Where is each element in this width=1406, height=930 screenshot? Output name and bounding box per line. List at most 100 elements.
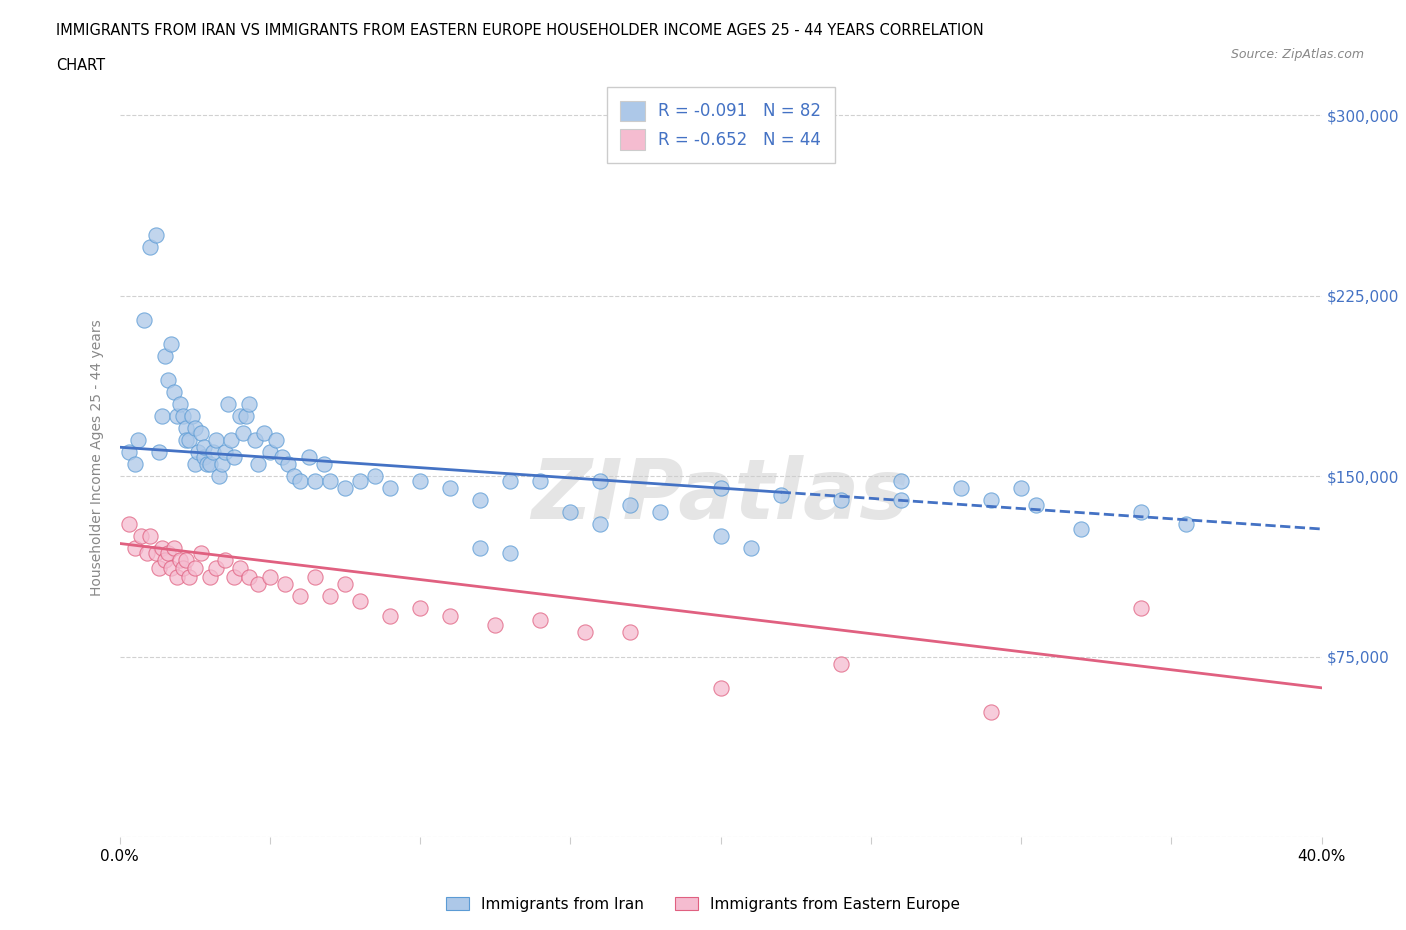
Point — [319, 473, 342, 488]
Point — [180, 408, 202, 423]
Point — [162, 384, 184, 399]
Point — [312, 457, 335, 472]
Text: Source: ZipAtlas.com: Source: ZipAtlas.com — [1230, 48, 1364, 61]
Point — [333, 577, 356, 591]
Point — [1130, 505, 1153, 520]
Point — [150, 408, 173, 423]
Point — [529, 613, 551, 628]
Point — [274, 577, 297, 591]
Point — [169, 552, 191, 567]
Point — [529, 473, 551, 488]
Point — [156, 546, 179, 561]
Point — [172, 560, 194, 575]
Point — [740, 541, 762, 556]
Text: IMMIGRANTS FROM IRAN VS IMMIGRANTS FROM EASTERN EUROPE HOUSEHOLDER INCOME AGES 2: IMMIGRANTS FROM IRAN VS IMMIGRANTS FROM … — [56, 23, 984, 38]
Point — [232, 425, 254, 440]
Point — [650, 505, 672, 520]
Point — [127, 432, 149, 447]
Point — [980, 493, 1002, 508]
Point — [484, 618, 506, 632]
Point — [439, 481, 461, 496]
Point — [235, 408, 257, 423]
Point — [190, 425, 212, 440]
Point — [211, 457, 233, 472]
Point — [270, 449, 292, 464]
Point — [264, 432, 287, 447]
Point — [246, 577, 269, 591]
Point — [499, 546, 522, 561]
Point — [619, 625, 641, 640]
Point — [198, 457, 221, 472]
Text: ZIPatlas: ZIPatlas — [531, 456, 910, 537]
Point — [177, 570, 200, 585]
Point — [166, 570, 188, 585]
Legend: R = -0.091   N = 82, R = -0.652   N = 44: R = -0.091 N = 82, R = -0.652 N = 44 — [606, 87, 835, 163]
Point — [153, 349, 176, 364]
Point — [124, 541, 146, 556]
Point — [204, 432, 226, 447]
Point — [148, 560, 170, 575]
Point — [172, 408, 194, 423]
Point — [1130, 601, 1153, 616]
Point — [238, 570, 260, 585]
Point — [259, 570, 281, 585]
Point — [162, 541, 184, 556]
Point — [214, 552, 236, 567]
Point — [288, 589, 311, 604]
Point — [183, 420, 205, 435]
Point — [204, 560, 226, 575]
Point — [246, 457, 269, 472]
Point — [468, 541, 492, 556]
Point — [150, 541, 173, 556]
Point — [589, 517, 612, 532]
Point — [208, 469, 231, 484]
Point — [174, 552, 197, 567]
Point — [222, 570, 245, 585]
Point — [574, 625, 596, 640]
Point — [132, 312, 155, 327]
Point — [378, 608, 401, 623]
Point — [349, 473, 371, 488]
Point — [378, 481, 401, 496]
Point — [190, 546, 212, 561]
Point — [709, 529, 731, 544]
Point — [217, 396, 239, 411]
Point — [238, 396, 260, 411]
Point — [198, 570, 221, 585]
Point — [183, 560, 205, 575]
Point — [228, 408, 252, 423]
Point — [499, 473, 522, 488]
Point — [193, 440, 215, 455]
Point — [1070, 522, 1092, 537]
Point — [187, 445, 209, 459]
Point — [304, 570, 326, 585]
Text: CHART: CHART — [56, 58, 105, 73]
Point — [243, 432, 266, 447]
Point — [145, 546, 167, 561]
Point — [201, 445, 224, 459]
Point — [319, 589, 342, 604]
Point — [333, 481, 356, 496]
Y-axis label: Householder Income Ages 25 - 44 years: Householder Income Ages 25 - 44 years — [90, 320, 104, 596]
Point — [259, 445, 281, 459]
Point — [117, 445, 139, 459]
Point — [156, 372, 179, 387]
Point — [117, 517, 139, 532]
Point — [153, 552, 176, 567]
Point — [304, 473, 326, 488]
Point — [769, 488, 792, 503]
Point — [148, 445, 170, 459]
Point — [214, 445, 236, 459]
Point — [253, 425, 276, 440]
Point — [183, 457, 205, 472]
Point — [277, 457, 299, 472]
Point — [219, 432, 242, 447]
Point — [830, 657, 852, 671]
Point — [830, 493, 852, 508]
Point — [439, 608, 461, 623]
Point — [138, 240, 160, 255]
Point — [169, 396, 191, 411]
Point — [135, 546, 157, 561]
Point — [468, 493, 492, 508]
Point — [980, 704, 1002, 719]
